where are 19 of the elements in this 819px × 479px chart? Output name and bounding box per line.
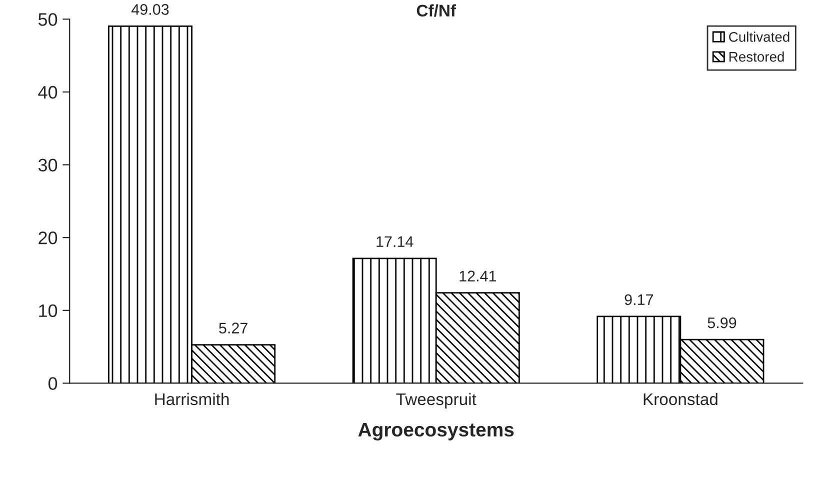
legend-label: Cultivated: [729, 32, 790, 42]
data-label: 12.41: [460, 270, 496, 282]
y-tick-label: 50: [38, 13, 58, 26]
legend-label: Restored: [730, 52, 784, 62]
y-tick-label: 0: [48, 377, 58, 390]
x-tick-label: Kroonstad: [644, 392, 718, 406]
x-axis-title: Agroecosystems: [358, 422, 514, 440]
y-tick-label: 40: [38, 86, 58, 99]
y-tick-label: 20: [38, 232, 58, 244]
data-label: 5.27: [219, 322, 248, 334]
chart-title: Cf/Nf: [416, 4, 456, 17]
data-label: 5.99: [708, 317, 736, 328]
x-tick-label: Tweespruit: [396, 392, 476, 408]
y-tick-label: 10: [39, 304, 58, 318]
x-tick-label: Harrismith: [155, 392, 229, 406]
data-label: 17.14: [376, 236, 414, 247]
data-label: 9.17: [624, 294, 654, 306]
y-tick-label: 30: [38, 158, 58, 172]
data-label: 49.03: [131, 4, 169, 15]
